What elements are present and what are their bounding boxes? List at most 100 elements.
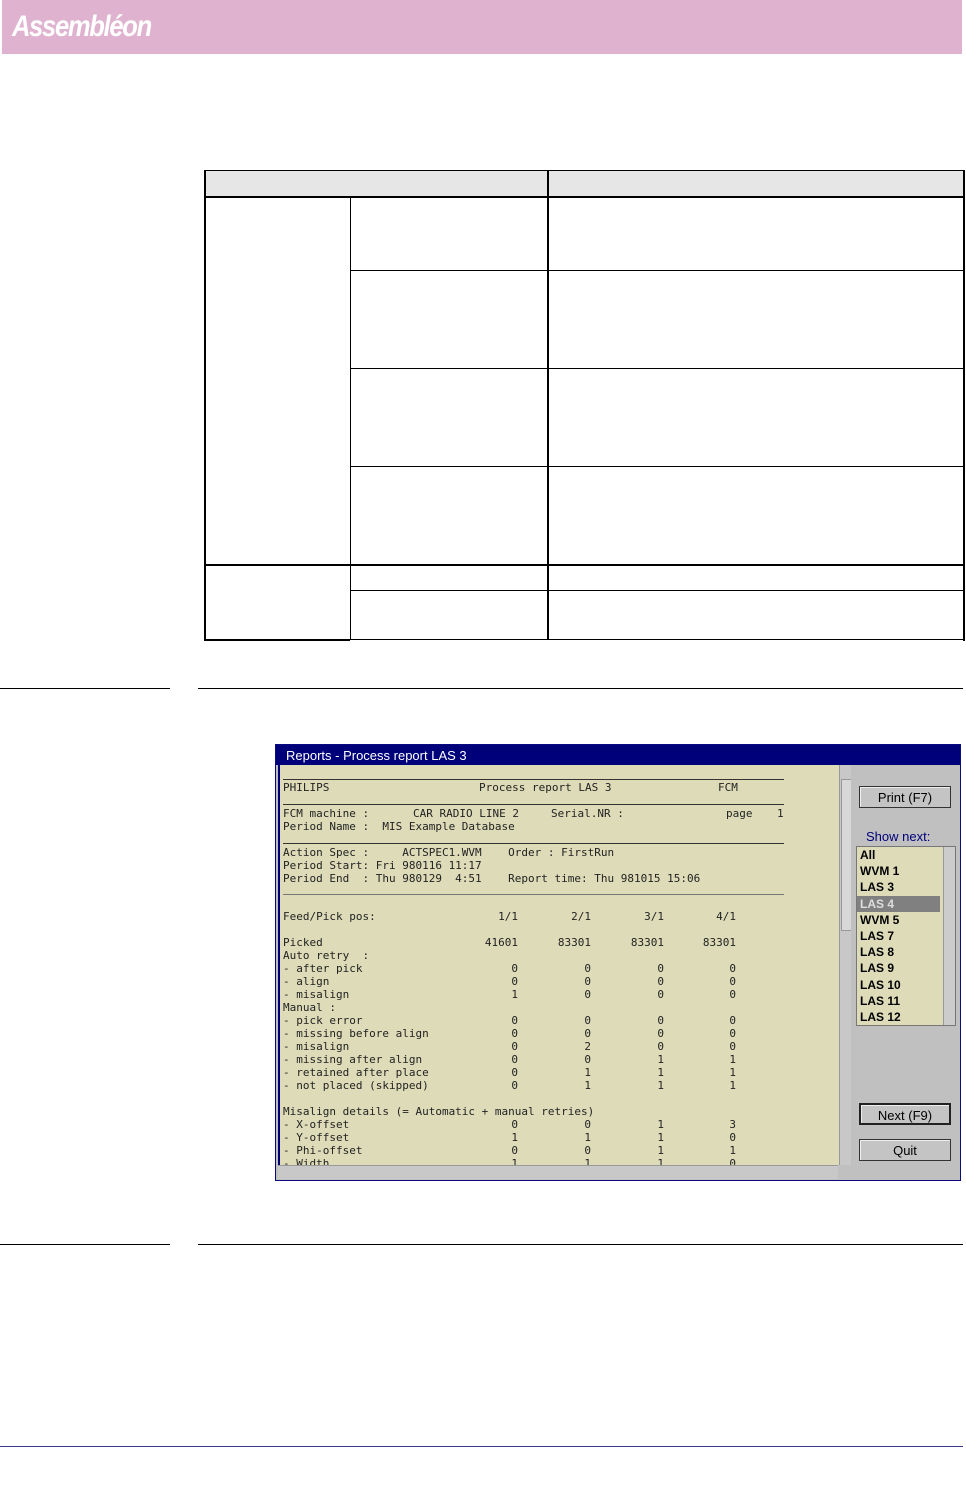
report-row-value: 0 [657,962,664,975]
show-next-option[interactable]: LAS 7 [860,928,895,943]
report-row-value: 0 [511,962,518,975]
report-row-value: 0 [584,1014,591,1027]
report-row-value: 1 [584,1066,591,1079]
report-row-value: 0 [584,1053,591,1066]
report-row-value: 0 [729,1157,736,1166]
report-row-value: 0 [584,1144,591,1157]
report-row-value: 0 [511,1014,518,1027]
report-row-label: - pick error [283,1014,363,1027]
report-row-value: 2 [584,1040,591,1053]
report-row-value: 3 [729,1118,736,1131]
report-row-label: Manual : [283,1001,336,1014]
report-row-value: 1 [657,1066,664,1079]
report-row-label: Auto retry : [283,949,370,962]
show-next-option[interactable]: WVM 1 [860,864,900,879]
report-row-value: 41601 [484,936,518,949]
report-row-value: 0 [657,1027,664,1040]
report-row-label: - Y-offset [283,1131,350,1144]
divider [0,688,170,689]
report-row-label: - not placed (skipped) [283,1079,429,1092]
page-number: 1 [777,807,784,820]
report-row-value: 2/1 [571,910,591,923]
show-next-option[interactable]: WVM 5 [860,912,900,927]
report-row-value: 1 [657,1053,664,1066]
report-row-label: - align [283,975,330,988]
show-next-label: Show next: [866,829,931,844]
report-row-value: 4/1 [716,910,736,923]
report-row-label: - misalign [283,988,350,1001]
report-row-value: 0 [729,975,736,988]
quit-button[interactable]: Quit [859,1139,951,1161]
show-next-option[interactable]: LAS 3 [860,880,895,895]
print-button[interactable]: Print (F7) [859,786,951,808]
divider [0,1244,170,1245]
show-next-option[interactable]: LAS 9 [860,961,895,976]
show-next-list[interactable]: All WVM 1 LAS 3 LAS 4 WVM 5 LAS 7 LAS 8 LAS 9 LA… [856,846,956,1026]
table-header-row [205,171,965,196]
report-row-value: 1 [657,1157,664,1166]
show-next-option[interactable]: LAS 4 [857,895,940,912]
report-row-value: 0 [584,975,591,988]
report-row-label: - after pick [283,962,363,975]
report-row-value: 0 [657,975,664,988]
report-row-value: 0 [584,1027,591,1040]
report-row-value: 83301 [702,936,736,949]
serial-label: Serial.NR : [551,807,624,820]
show-next-option[interactable]: LAS 12 [860,1009,901,1024]
divider [198,1244,963,1245]
report-row-value: 1 [511,1131,518,1144]
machine-label: FCM machine : [283,807,370,820]
show-next-option[interactable]: LAS 8 [860,945,895,960]
report-row-value: 0 [511,1144,518,1157]
report-row-value: 0 [729,988,736,1001]
report-row-value: 1 [729,1053,736,1066]
report-row-label: - Phi-offset [283,1144,363,1157]
report-row-value: 1 [511,1157,518,1166]
report-row-value: 0 [511,1027,518,1040]
report-row-value: 0 [511,1053,518,1066]
report-row-value: 0 [511,975,518,988]
list-scrollbar[interactable] [943,847,955,1025]
report-company: PHILIPS [283,781,330,794]
report-pane: PHILIPS Process report LAS 3 FCM FCM mac… [278,765,840,1165]
report-row-value: 1 [729,1144,736,1157]
report-row-value: 0 [511,1118,518,1131]
report-row-label: - X-offset [283,1118,350,1131]
assembleon-logo: Assembléon [12,10,152,43]
report-row-value: 1 [584,1079,591,1092]
period-end: Period End : Thu 980129 4:51 Report time… [283,872,701,885]
next-button[interactable]: Next (F9) [859,1103,951,1125]
report-row-value: 1 [584,1131,591,1144]
report-row-value: 0 [657,988,664,1001]
report-row-value: 0 [511,1079,518,1092]
report-row-value: 0 [584,1118,591,1131]
report-row-value: 0 [584,988,591,1001]
report-title: Process report LAS 3 [479,781,612,794]
report-row-value: 0 [584,962,591,975]
report-row-value: 0 [729,1040,736,1053]
report-row-value: 1/1 [498,910,518,923]
report-row-value: 83301 [630,936,664,949]
report-horizontal-scrollbar[interactable] [278,1165,838,1179]
report-row-label: Picked [283,936,323,949]
report-row-value: 0 [729,1014,736,1027]
reports-window: Reports - Process report LAS 3 PHILIPS P… [275,744,961,1181]
report-row-value: 0 [657,1040,664,1053]
report-row-label: - Width [283,1157,330,1166]
report-row-value: 1 [657,1118,664,1131]
machine-value: CAR RADIO LINE 2 [413,807,519,820]
report-row-label: - missing after align [283,1053,423,1066]
page-label: page [726,807,753,820]
report-row-label: Misalign details (= Automatic + manual r… [283,1105,595,1118]
action-spec: Action Spec : ACTSPEC1.WVM Order : First… [283,846,615,859]
report-row-value: 1 [657,1131,664,1144]
footer-rule [0,1446,963,1447]
divider [198,688,963,689]
show-next-option[interactable]: LAS 10 [860,977,901,992]
report-row-value: 0 [729,962,736,975]
report-row-value: 1 [729,1066,736,1079]
show-next-option[interactable]: LAS 11 [860,993,901,1008]
show-next-option[interactable]: All [860,848,876,862]
report-row-value: 0 [511,1040,518,1053]
